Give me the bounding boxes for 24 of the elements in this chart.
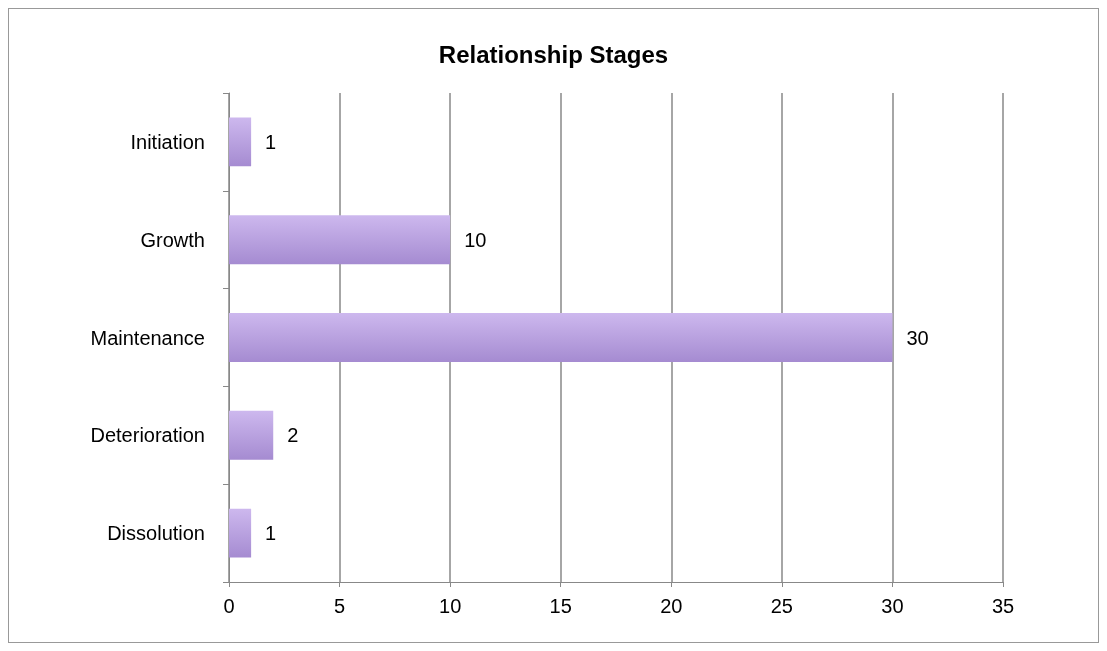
bar — [229, 313, 893, 362]
x-tick-label: 15 — [549, 595, 572, 617]
data-label: 1 — [265, 522, 277, 545]
y-tick-label: Deterioration — [90, 424, 205, 447]
x-tick-label: 25 — [770, 595, 793, 617]
bar — [229, 215, 451, 265]
y-tick-label: Growth — [140, 228, 205, 251]
y-tick-label: Initiation — [130, 130, 205, 153]
x-tick-label: 20 — [660, 595, 683, 617]
bar — [229, 508, 252, 558]
data-label: 1 — [265, 130, 277, 153]
x-tick-label: 30 — [881, 595, 904, 617]
data-label: 2 — [287, 424, 299, 447]
x-tick-label: 10 — [439, 595, 462, 617]
data-label: 10 — [464, 228, 487, 251]
y-tick-label: Dissolution — [107, 522, 205, 545]
x-tick-label: 35 — [991, 595, 1015, 617]
bar — [229, 410, 274, 460]
y-tick-label: Maintenance — [90, 326, 205, 349]
data-label: 30 — [906, 326, 929, 349]
chart-title: Relationship Stages — [438, 40, 669, 68]
x-tick-label: 5 — [334, 595, 346, 617]
bar — [229, 117, 252, 167]
x-tick-label: 0 — [223, 595, 235, 617]
